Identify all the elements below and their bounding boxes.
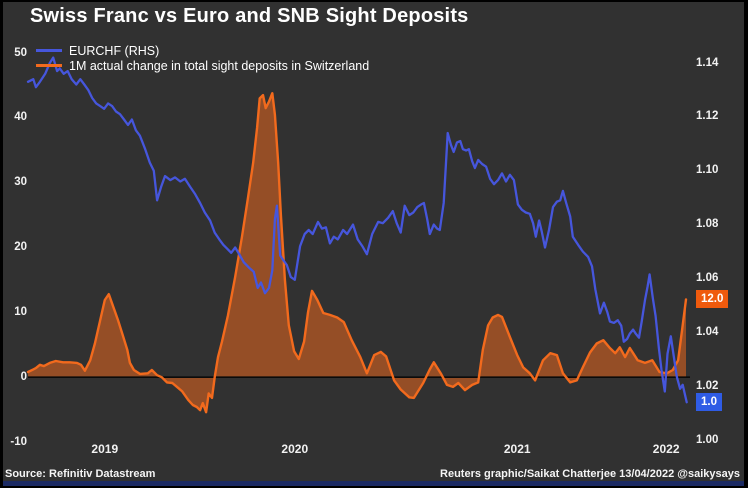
sight-deposits-area	[28, 93, 686, 413]
frame-border-top	[0, 0, 748, 2]
sight-deposits-line	[26, 92, 688, 414]
x-axis-tick: 2022	[652, 442, 680, 456]
right-axis-tick: 1.00	[696, 433, 719, 446]
chart-title: Swiss Franc vs Euro and SNB Sight Deposi…	[30, 5, 469, 27]
left-axis-tick: 0	[20, 370, 27, 383]
x-axis-tick: 2019	[91, 442, 119, 456]
left-axis-tick: 40	[14, 111, 27, 124]
x-axis-tick: 2021	[503, 442, 531, 456]
right-axis-tick: 1.06	[696, 271, 719, 284]
right-axis-tick: 1.02	[696, 379, 719, 392]
sight-deposits-last-value-badge: 12.0	[696, 290, 729, 309]
left-axis-tick: 30	[14, 176, 27, 189]
left-axis-tick: 20	[14, 241, 27, 253]
legend-label-sight-deposits: 1M actual change in total sight deposits…	[69, 58, 370, 73]
legend: EURCHF (RHS) 1M actual change in total s…	[36, 43, 369, 73]
left-axis-tick: 10	[14, 305, 27, 318]
right-axis-tick: 1.10	[696, 164, 719, 177]
sight-deposits-line-swatch	[36, 64, 62, 67]
eurchf-line	[26, 56, 688, 404]
bottom-bar	[3, 481, 744, 487]
legend-label-eurchf: EURCHF (RHS)	[69, 43, 160, 58]
legend-item-sight-deposits: 1M actual change in total sight deposits…	[36, 58, 369, 73]
x-axis-tick: 2020	[281, 442, 309, 456]
frame-border-left	[0, 0, 3, 488]
right-axis-tick: 1.08	[696, 218, 719, 231]
frame-border-right	[744, 0, 748, 488]
source-text: Source: Refinitiv Datastream	[5, 468, 156, 480]
left-axis-tick: -10	[10, 435, 27, 448]
right-axis-tick: 1.14	[696, 56, 719, 69]
legend-item-eurchf: EURCHF (RHS)	[36, 43, 369, 58]
left-axis-tick: 50	[14, 46, 27, 59]
frame-border-bottom	[0, 486, 748, 488]
right-axis-tick: 1.04	[696, 325, 719, 338]
eurchf-last-value-badge: 1.0	[696, 393, 722, 412]
credit-text: Reuters graphic/Saikat Chatterjee 13/04/…	[440, 468, 740, 480]
right-axis-tick: 1.12	[696, 110, 719, 123]
eurchf-line-swatch	[36, 49, 62, 52]
